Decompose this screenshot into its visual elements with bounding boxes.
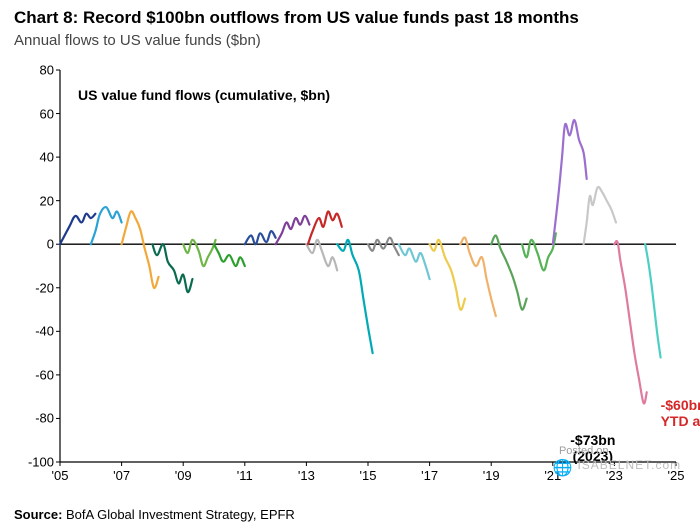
series-line <box>308 211 342 244</box>
chart-svg <box>14 62 686 492</box>
series-line <box>460 237 495 316</box>
globe-icon: 🌐 <box>553 458 573 478</box>
series-line <box>491 235 526 309</box>
chart-title: Chart 8: Record $100bn outflows from US … <box>14 8 579 28</box>
series-line <box>614 241 646 404</box>
watermark: ISABELNET.com <box>577 458 681 472</box>
posted-on-label: Posted on <box>559 445 609 457</box>
series-line <box>584 187 616 244</box>
chart-figure: Chart 8: Record $100bn outflows from US … <box>0 0 700 530</box>
chart-plot: -100-80-60-40-20020406080'05'07'09'11'13… <box>14 62 686 492</box>
annotation: -$60bn YTD ann. <box>661 397 700 429</box>
series-line <box>245 231 276 244</box>
series-line <box>522 233 556 270</box>
series-line <box>430 240 465 310</box>
series-label: US value fund flows (cumulative, $bn) <box>78 87 330 103</box>
series-line <box>645 244 660 357</box>
series-line <box>399 244 430 279</box>
chart-subtitle: Annual flows to US value funds ($bn) <box>14 32 261 49</box>
chart-source: Source: BofA Global Investment Strategy,… <box>14 507 295 522</box>
series-line <box>214 244 245 266</box>
series-line <box>276 216 310 244</box>
series-line <box>368 238 399 255</box>
series-line <box>337 240 372 353</box>
series-line <box>553 120 587 244</box>
series-line <box>60 214 95 245</box>
